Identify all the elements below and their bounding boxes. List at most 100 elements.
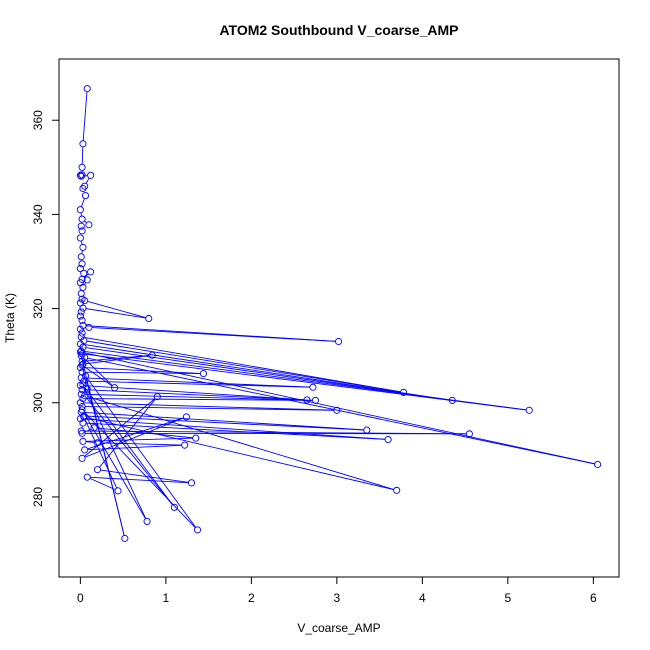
data-point: [83, 276, 91, 284]
series-segment: [80, 241, 83, 245]
data-point: [77, 253, 85, 261]
x-tick-label: 4: [419, 591, 426, 605]
series-segment: [85, 406, 334, 411]
series-segment: [87, 417, 184, 450]
data-point: [77, 172, 85, 180]
series-segment: [84, 393, 313, 401]
series-segment: [85, 353, 527, 411]
x-tick-label: 6: [590, 591, 597, 605]
data-point: [309, 383, 317, 391]
data-point: [145, 314, 153, 323]
data-point: [85, 221, 93, 229]
series-segment: [90, 478, 116, 490]
data-point: [79, 437, 87, 445]
series-segment: [87, 301, 146, 319]
data-point: [90, 424, 98, 432]
series-segment: [100, 469, 189, 483]
data-point: [76, 399, 84, 407]
data-point: [78, 260, 86, 268]
series-segment: [86, 398, 313, 401]
data-point: [311, 396, 320, 404]
data-point: [303, 396, 311, 404]
data-point: [79, 381, 87, 389]
data-point: [182, 413, 190, 421]
data-point: [93, 466, 102, 474]
data-point: [87, 171, 95, 179]
data-point: [78, 402, 86, 411]
data-point: [81, 192, 90, 200]
x-axis-label: V_coarse_AMP: [297, 621, 380, 635]
series-segment: [85, 177, 90, 184]
data-point: [77, 390, 85, 398]
data-point: [81, 354, 89, 362]
series-segment: [83, 402, 334, 411]
series-segment: [84, 377, 310, 388]
y-tick-label: 320: [31, 298, 45, 318]
data-point: [76, 325, 84, 333]
data-point: [83, 85, 91, 93]
data-point: [181, 441, 189, 449]
data-point: [143, 517, 151, 525]
data-point: [199, 370, 208, 378]
y-axis-label: Theta (K): [3, 293, 17, 343]
data-point: [363, 426, 371, 434]
data-point: [335, 337, 343, 346]
data-point: [77, 289, 85, 298]
data-point: [80, 269, 88, 277]
data-point: [187, 479, 196, 487]
data-point: [78, 329, 86, 337]
series-segment: [84, 398, 156, 457]
series-segment: [81, 250, 83, 254]
data-point: [93, 439, 102, 447]
series-segment: [87, 444, 182, 451]
data-point: [79, 321, 87, 330]
data-point: [121, 534, 129, 542]
data-point: [78, 406, 86, 414]
data-point: [77, 333, 85, 341]
data-point: [78, 163, 86, 171]
data-point: [193, 526, 202, 534]
data-point: [78, 429, 86, 437]
data-point: [79, 243, 87, 251]
series-segment: [84, 387, 173, 505]
series-segment: [83, 385, 304, 401]
data-point: [79, 140, 87, 148]
series-segment: [86, 417, 394, 491]
y-axis: 280 300 320 340 360: [31, 110, 60, 507]
data-point: [448, 396, 456, 404]
data-point: [333, 406, 341, 414]
chart-title: ATOM2 Southbound V_coarse_AMP: [219, 22, 458, 38]
data-point: [393, 486, 401, 494]
series-segment: [86, 325, 336, 342]
series-segment: [90, 476, 189, 484]
series-segment: [86, 397, 173, 506]
data-point: [76, 363, 84, 371]
data-point: [192, 434, 200, 442]
data-point: [114, 487, 122, 495]
series-segment: [81, 198, 85, 207]
data-point: [83, 385, 91, 393]
data-point: [76, 234, 84, 242]
data-point: [76, 348, 84, 356]
data-point: [594, 460, 602, 469]
series-segment: [100, 442, 182, 446]
series-segment: [80, 212, 82, 216]
series-segment: [82, 91, 88, 141]
data-point: [79, 184, 87, 193]
series-segment: [84, 220, 87, 224]
series-segment: [83, 418, 385, 440]
series-segment: [83, 412, 146, 519]
series-segment: [83, 357, 113, 386]
data-point: [399, 388, 408, 396]
x-tick-label: 5: [505, 591, 512, 605]
data-point: [170, 503, 178, 511]
data-point: [81, 392, 89, 400]
series-segment: [87, 415, 364, 431]
series-segment: [84, 417, 184, 458]
x-tick-label: 3: [334, 591, 341, 605]
series-segment: [84, 366, 113, 387]
series-segment: [85, 371, 201, 374]
y-tick-label: 340: [31, 204, 45, 224]
data-point: [81, 182, 89, 190]
